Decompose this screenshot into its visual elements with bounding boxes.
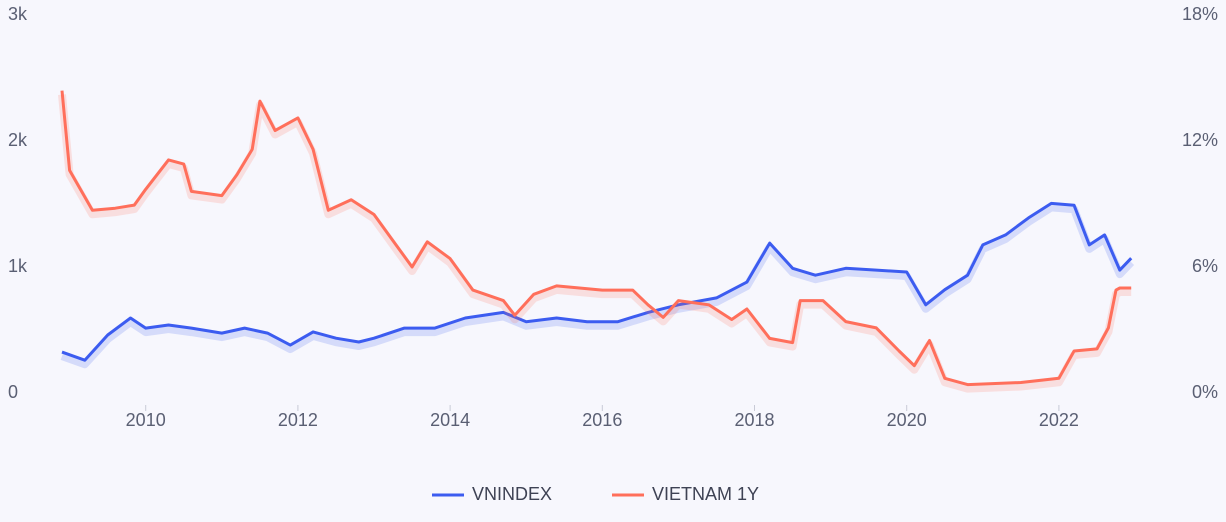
x-tick-label: 2022	[1039, 410, 1079, 430]
y-tick-label: 2k	[8, 130, 28, 150]
y2-tick-label: 6%	[1192, 256, 1218, 276]
x-tick-label: 2016	[582, 410, 622, 430]
line	[61, 201, 1133, 362]
y2-tick-label: 0%	[1192, 382, 1218, 402]
y-tick-label: 1k	[8, 256, 28, 276]
x-tick-label: 2020	[887, 410, 927, 430]
y2-tick-label: 18%	[1182, 4, 1218, 24]
legend-label: VNINDEX	[472, 484, 552, 504]
y-tick-label: 3k	[8, 4, 28, 24]
x-tick-label: 2010	[126, 410, 166, 430]
x-tick-label: 2018	[734, 410, 774, 430]
y-tick-label: 0	[8, 382, 18, 402]
line	[60, 90, 1132, 387]
x-tick-label: 2014	[430, 410, 470, 430]
line-shadow	[60, 203, 1135, 369]
y2-tick-label: 12%	[1182, 130, 1218, 150]
legend-label: VIETNAM 1Y	[652, 484, 759, 504]
line-shadow	[58, 94, 1132, 393]
x-tick-label: 2012	[278, 410, 318, 430]
